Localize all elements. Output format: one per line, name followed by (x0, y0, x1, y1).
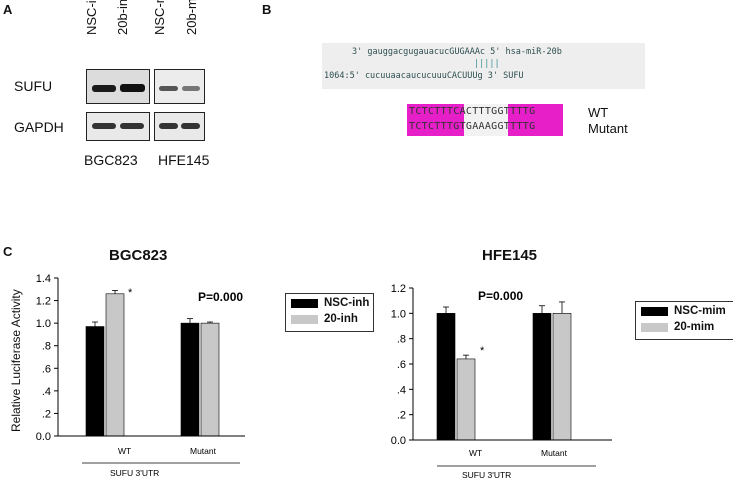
seq-highlight-right (508, 104, 563, 136)
cell-line-bgc823: BGC823 (84, 152, 138, 168)
wt-sequence: TCTCTTTCACTTTGGTTTTG (409, 106, 536, 117)
bar-20-mim-wt (456, 358, 476, 441)
y-tick-label: 1.2 (36, 296, 51, 308)
y-tick-label: 1.0 (36, 318, 51, 330)
p-value-label: P=0.000 (198, 290, 243, 304)
legend-hfe145: NSC-mim 20-mim (635, 301, 733, 340)
significance-star: * (480, 345, 485, 357)
legend-label-nsc-mim: NSC-mim (674, 305, 726, 317)
legend-swatch-20-mim (641, 323, 668, 332)
y-tick-label: 1.2 (391, 283, 406, 295)
sufu-sequence: 1064:5' cucuuaacaucucuuuCACUUUg 3' SUFU (324, 71, 524, 81)
band (92, 85, 116, 92)
legend-swatch-nsc-mim (641, 307, 668, 316)
cell-line-hfe145: HFE145 (158, 152, 210, 168)
y-tick-label: 0.0 (391, 435, 406, 447)
y-tick-label: 0.0 (36, 431, 51, 443)
bar-nsc-mim-wt (436, 313, 456, 441)
category-label-wt: WT (118, 446, 131, 456)
band (181, 123, 200, 129)
seq-highlight-left (407, 104, 464, 136)
y-tick-label: .2 (42, 408, 51, 420)
legend-label-nsc-inh: NSC-inh (324, 297, 370, 309)
band (159, 86, 178, 91)
chart-bgc823: 0.0 .2 .4 .6 .8 1.0 1.2 1.4 WT Mutant SUFU 3'UT… (36, 273, 245, 478)
category-label-mutant: Mutant (541, 448, 568, 458)
sufu-blot-hfe145 (154, 69, 205, 104)
y-tick-label: .8 (397, 334, 406, 346)
y-tick-label: .8 (42, 341, 51, 353)
y-tick-label: 1.0 (391, 308, 406, 320)
lane-label-20b-mim: 20b-mim (184, 0, 199, 35)
bar-nsc-mim-mutant (532, 313, 552, 441)
group-label: SUFU 3'UTR (462, 470, 511, 480)
legend-label-20-inh: 20-inh (324, 313, 358, 325)
bar-nsc-inh-mutant (180, 322, 200, 437)
bar-20-inh-mutant (200, 322, 220, 437)
legend-label-20-mim: 20-mim (674, 321, 715, 333)
p-value-label: P=0.000 (478, 289, 523, 303)
y-tick-label: .6 (42, 363, 51, 375)
y-tick-label: .4 (397, 384, 406, 396)
band (182, 86, 200, 91)
category-label-mutant: Mutant (190, 446, 217, 456)
chart-title-bgc823: BGC823 (109, 247, 168, 264)
panel-b-letter: B (262, 2, 272, 17)
pairing-lines: ||||| (474, 59, 500, 69)
band (120, 123, 144, 129)
legend-swatch-nsc-inh (291, 299, 318, 308)
lane-label-20b-inh: 20b-inh (115, 0, 130, 35)
bar-nsc-inh-wt (85, 326, 105, 437)
band (159, 123, 178, 129)
legend-swatch-20-inh (291, 315, 318, 324)
mutant-label: Mutant (588, 121, 628, 136)
blot-label-gapdh: GAPDH (14, 119, 64, 135)
wt-label: WT (588, 105, 609, 120)
panel-c-letter: C (3, 244, 13, 259)
gapdh-blot-bgc823 (86, 112, 150, 141)
chart-hfe145: 0.0 .2 .4 .6 .8 1.0 1.2 WT Mutant SUFU 3'UTR P… (391, 283, 612, 480)
seq-middle-box (464, 104, 508, 136)
lane-label-nsc-mim: NSC-mim (152, 0, 167, 35)
group-label: SUFU 3'UTR (110, 468, 159, 478)
category-label-wt: WT (469, 448, 482, 458)
y-tick-label: .6 (397, 359, 406, 371)
band (120, 84, 145, 92)
bar-20-inh-wt (105, 293, 125, 437)
y-tick-label: 1.4 (36, 273, 51, 285)
lane-label-nsc-inh: NSC-inh (84, 0, 99, 35)
alignment-box: 3' gauggacgugauacucGUGAAAc 5' hsa-miR-20… (322, 43, 645, 89)
panel-a-letter: A (3, 2, 13, 17)
bar-20-mim-mutant (552, 313, 572, 441)
band (92, 123, 116, 129)
gapdh-blot-hfe145 (154, 112, 205, 141)
legend-bgc823: NSC-inh 20-inh (285, 293, 374, 332)
y-tick-label: .4 (42, 386, 51, 398)
blot-label-sufu: SUFU (14, 78, 53, 94)
y-tick-label: .2 (397, 410, 406, 422)
sufu-blot-bgc823 (86, 69, 150, 104)
mirna-sequence: 3' gauggacgugauacucGUGAAAc 5' hsa-miR-20… (352, 47, 562, 57)
chart-title-hfe145: HFE145 (482, 247, 538, 264)
significance-star: * (128, 287, 133, 299)
mutant-sequence: TCTCTTTGTGAAAGGTTTTG (409, 121, 536, 132)
